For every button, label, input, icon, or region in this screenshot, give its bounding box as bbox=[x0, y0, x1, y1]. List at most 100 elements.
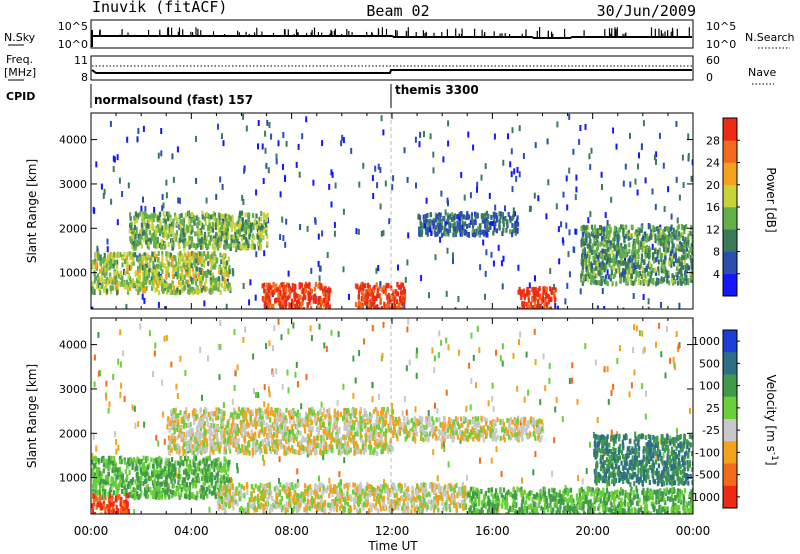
power-echo-cell bbox=[621, 224, 624, 230]
power-echo-cell bbox=[175, 261, 178, 267]
power-echo-cell bbox=[228, 282, 231, 288]
velocity-echo-cell bbox=[172, 483, 175, 488]
velocity-echo-cell bbox=[102, 468, 105, 474]
power-speckle bbox=[248, 299, 251, 306]
power-echo-cell bbox=[141, 259, 144, 265]
velocity-echo-cell bbox=[158, 455, 161, 461]
power-echo-cell bbox=[582, 232, 585, 237]
velocity-echo-cell bbox=[100, 478, 103, 484]
power-echo-cell bbox=[672, 231, 675, 237]
power-echo-cell bbox=[545, 286, 548, 292]
power-echo-cell bbox=[200, 251, 203, 257]
velocity-speckle bbox=[476, 325, 479, 332]
power-echo-cell bbox=[210, 236, 213, 242]
power-echo-cell bbox=[205, 278, 208, 284]
power-echo-cell bbox=[111, 285, 115, 291]
power-echo-cell bbox=[357, 305, 360, 309]
velocity-speckle bbox=[94, 489, 97, 496]
power-speckle bbox=[662, 162, 665, 169]
power-speckle bbox=[500, 260, 503, 267]
power-echo-cell bbox=[143, 255, 146, 261]
power-colorbar-tick-label: 20 bbox=[706, 179, 720, 192]
power-echo-cell bbox=[130, 252, 133, 258]
power-echo-cell bbox=[219, 226, 222, 232]
power-echo-cell bbox=[659, 252, 662, 258]
velocity-echo-cell bbox=[142, 464, 145, 470]
power-echo-cell bbox=[378, 293, 381, 299]
power-echo-cell bbox=[298, 282, 301, 288]
power-echo-cell bbox=[116, 284, 119, 290]
power-echo-cell bbox=[542, 289, 546, 295]
power-echo-cell bbox=[186, 256, 189, 261]
velocity-echo-cell bbox=[150, 490, 153, 496]
velocity-echo-cell bbox=[164, 462, 167, 467]
power-echo-cell bbox=[683, 259, 686, 264]
velocity-echo-cell bbox=[104, 475, 108, 481]
power-echo-cell bbox=[611, 258, 614, 263]
power-echo-cell bbox=[149, 257, 152, 263]
power-echo-cell bbox=[105, 276, 108, 282]
power-echo-cell bbox=[630, 233, 633, 239]
power-echo-cell bbox=[266, 288, 269, 294]
velocity-echo-cell bbox=[197, 477, 200, 483]
power-echo-cell bbox=[396, 281, 399, 287]
power-echo-cell bbox=[178, 244, 181, 250]
power-echo-cell bbox=[657, 266, 660, 272]
power-echo-cell bbox=[684, 249, 687, 254]
power-speckle bbox=[318, 275, 321, 282]
power-echo-cell bbox=[132, 283, 135, 288]
power-echo-cell bbox=[263, 220, 266, 225]
power-speckle bbox=[91, 306, 94, 309]
power-echo-cell bbox=[261, 283, 264, 289]
power-echo-cell bbox=[484, 223, 487, 229]
power-speckle bbox=[164, 306, 167, 309]
power-colorbar-swatch bbox=[723, 207, 737, 230]
power-echo-cell bbox=[152, 217, 155, 223]
power-echo-cell bbox=[601, 277, 604, 283]
power-echo-cell bbox=[432, 222, 435, 228]
power-echo-cell bbox=[418, 215, 422, 220]
nsky-tick-high: 10^5 bbox=[58, 20, 88, 33]
power-echo-cell bbox=[446, 212, 449, 218]
power-echo-cell bbox=[635, 257, 638, 263]
power-echo-cell bbox=[589, 247, 592, 253]
power-speckle bbox=[245, 125, 248, 132]
power-echo-cell bbox=[387, 292, 390, 298]
power-echo-cell bbox=[605, 280, 608, 286]
power-echo-cell bbox=[210, 261, 213, 266]
power-echo-cell bbox=[474, 219, 477, 225]
power-echo-cell bbox=[544, 286, 547, 292]
velocity-echo-cell bbox=[145, 485, 148, 491]
power-echo-cell bbox=[521, 303, 524, 309]
power-echo-cell bbox=[161, 225, 164, 231]
velocity-echo-cell bbox=[101, 495, 104, 501]
power-echo-cell bbox=[642, 241, 645, 247]
power-echo-cell bbox=[655, 277, 658, 283]
velocity-speckle bbox=[677, 343, 680, 350]
power-echo-cell bbox=[544, 300, 547, 306]
power-echo-cell bbox=[373, 299, 376, 305]
velocity-speckle bbox=[459, 437, 462, 444]
power-echo-cell bbox=[210, 254, 213, 259]
velocity-echo-cell bbox=[145, 489, 148, 495]
power-echo-cell bbox=[690, 277, 693, 283]
power-echo-cell bbox=[113, 252, 116, 258]
power-echo-cell bbox=[639, 280, 642, 286]
power-speckle bbox=[116, 259, 119, 266]
power-echo-cell bbox=[580, 226, 583, 231]
velocity-echo-cell bbox=[118, 456, 122, 461]
velocity-speckle bbox=[660, 351, 663, 358]
power-echo-cell bbox=[143, 276, 146, 282]
power-echo-cell bbox=[535, 290, 538, 296]
velocity-echo-cell bbox=[177, 491, 180, 497]
power-echo-cell bbox=[581, 237, 584, 243]
power-echo-cell bbox=[190, 212, 193, 217]
velocity-echo-cell bbox=[171, 469, 174, 475]
power-echo-cell bbox=[492, 230, 495, 236]
velocity-echo-cell bbox=[167, 472, 171, 478]
power-echo-cell bbox=[327, 287, 330, 293]
velocity-echo-cell bbox=[185, 482, 188, 488]
velocity-speckle bbox=[120, 382, 123, 389]
velocity-speckle bbox=[323, 342, 326, 349]
power-speckle bbox=[126, 136, 129, 143]
